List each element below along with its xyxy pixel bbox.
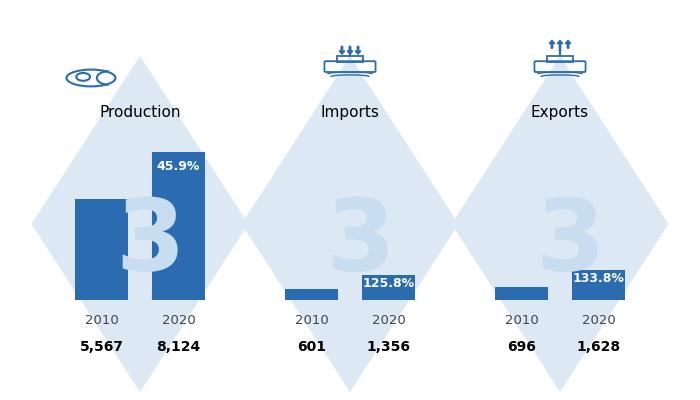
Text: Exports: Exports — [531, 105, 589, 120]
Text: 125.8%: 125.8% — [363, 276, 414, 290]
Text: 45.9%: 45.9% — [157, 160, 200, 173]
Bar — [363, 275, 414, 300]
Bar — [495, 287, 547, 300]
Text: 133.8%: 133.8% — [573, 272, 624, 285]
Text: 3: 3 — [536, 196, 606, 292]
Text: 2020: 2020 — [162, 314, 195, 327]
Text: 3: 3 — [326, 196, 395, 292]
Bar — [286, 289, 338, 300]
Text: 5,567: 5,567 — [80, 340, 123, 354]
Text: 1,356: 1,356 — [367, 340, 410, 354]
Text: 2020: 2020 — [372, 314, 405, 327]
Text: 696: 696 — [507, 340, 536, 354]
Text: 8,124: 8,124 — [156, 340, 201, 354]
Text: 2010: 2010 — [295, 314, 328, 327]
Bar — [573, 270, 624, 300]
Text: Production: Production — [99, 105, 181, 120]
Bar — [153, 152, 204, 300]
Text: 1,628: 1,628 — [576, 340, 621, 354]
Text: Imports: Imports — [321, 105, 379, 120]
Text: 601: 601 — [297, 340, 326, 354]
Text: 2010: 2010 — [505, 314, 538, 327]
Text: 3: 3 — [116, 196, 186, 292]
Text: 2020: 2020 — [582, 314, 615, 327]
Text: 2010: 2010 — [85, 314, 118, 327]
Bar — [76, 199, 127, 300]
